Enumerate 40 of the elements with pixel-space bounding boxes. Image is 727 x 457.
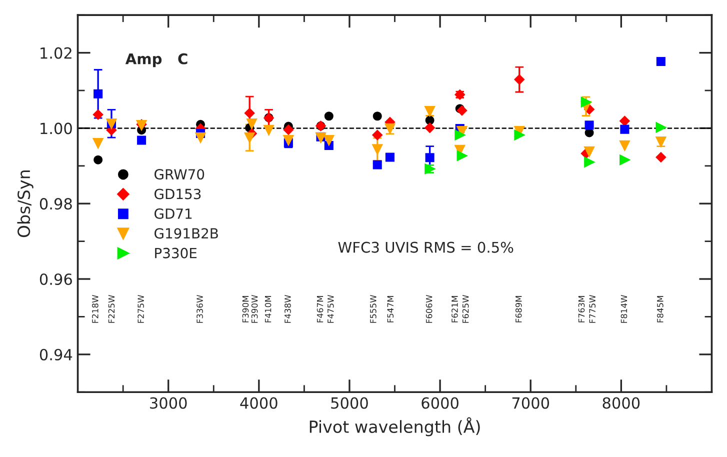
x-tick-label: 4000 (240, 397, 278, 409)
annotation: F225W (108, 294, 115, 323)
x-tick-label: 5000 (331, 397, 368, 409)
annotation: F621M (452, 296, 458, 322)
annotation: F218W (92, 294, 98, 323)
x-tick-label: 6000 (422, 397, 458, 409)
x-tick-label: 8000 (602, 397, 640, 409)
annotation: F845M (657, 296, 664, 322)
y-tick-label: 0.96 (40, 273, 72, 286)
annotation: F275W (138, 294, 144, 323)
annotation: F390M (242, 296, 249, 322)
y-tick-label: 1.00 (40, 122, 72, 134)
y-axis-title: Obs/Syn (17, 170, 34, 238)
annotation: F689M (515, 296, 522, 322)
annotation: F625W (462, 294, 469, 323)
y-tick-label: 0.98 (40, 198, 72, 210)
annotation: F763M (578, 296, 585, 322)
annotation: WFC3 UVIS RMS = 0.5% (338, 242, 514, 253)
annotation: F390W (251, 294, 258, 323)
x-tick-label: 7000 (512, 397, 550, 409)
annotation: F775W (589, 294, 596, 323)
legend-label: P330E (155, 248, 197, 258)
legend-label: GD153 (154, 188, 201, 200)
legend-label: GRW70 (154, 169, 204, 180)
annotation: F555W (370, 294, 376, 323)
y-tick-label: 0.94 (40, 348, 72, 360)
annotation: F547M (387, 296, 394, 322)
legend-label: G191B2B (154, 228, 218, 239)
annotation: F410M (264, 296, 272, 322)
annotation: F814W (620, 294, 628, 323)
annotation: F606W (426, 294, 432, 323)
x-tick-label: 3000 (150, 397, 187, 409)
annotation: F467M (316, 296, 324, 322)
annotation: Amp C (125, 53, 188, 68)
annotation: F438W (284, 294, 291, 323)
y-tick-label: 1.02 (40, 47, 72, 59)
annotation: F336W (196, 294, 203, 323)
annotation: F475W (328, 294, 334, 323)
x-axis-title: Pivot wavelength (Å) (310, 417, 480, 436)
legend-label: GD71 (154, 208, 192, 219)
